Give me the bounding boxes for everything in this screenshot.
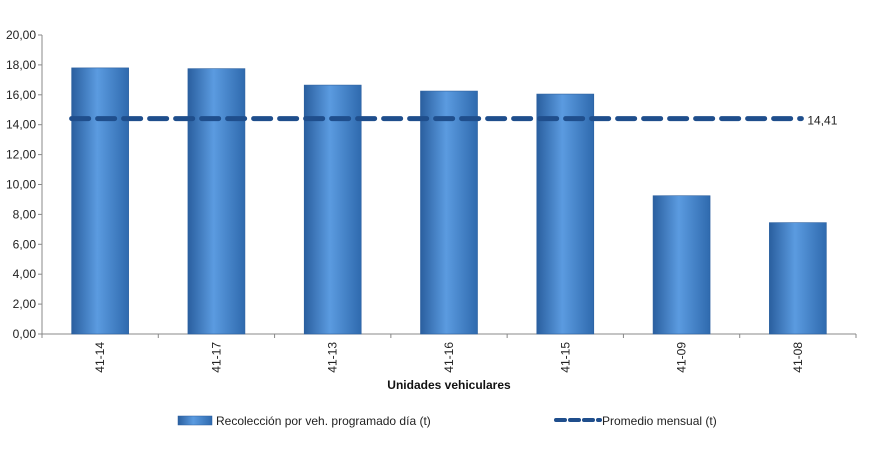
x-tick-label-41-15: 41-15 (558, 342, 572, 373)
x-tick-label-41-08: 41-08 (791, 342, 805, 373)
x-tick-label-41-13: 41-13 (326, 342, 340, 373)
bar-41-15 (536, 93, 595, 335)
y-tick-label: 8,00 (13, 207, 37, 221)
y-tick-label: 20,00 (6, 28, 36, 42)
average-line-group: 14,41 (69, 114, 838, 128)
legend-swatch-bars (177, 415, 213, 426)
x-tick-label-41-17: 41-17 (209, 342, 223, 373)
x-tick-label-41-16: 41-16 (442, 342, 456, 373)
y-tick-label: 0,00 (13, 327, 37, 341)
x-axis-ticks: 41-14 41-17 41-13 41-16 41-15 41-09 41-08 (41, 334, 857, 373)
legend-label-average: Promedio mensual (t) (602, 414, 717, 428)
legend-label-bars: Recolección por veh. programado día (t) (216, 414, 431, 428)
bar-41-17 (187, 68, 246, 335)
y-tick-label: 18,00 (6, 58, 36, 72)
y-tick-label: 4,00 (13, 267, 37, 281)
bars-group (71, 67, 827, 335)
average-value-label: 14,41 (807, 114, 837, 128)
legend: Recolección por veh. programado día (t) … (177, 414, 717, 428)
bar-41-16 (420, 90, 478, 335)
y-tick-label: 10,00 (6, 178, 36, 192)
bar-41-14 (71, 67, 129, 335)
bar-41-08 (769, 222, 827, 335)
x-axis-title: Unidades vehiculares (387, 378, 511, 392)
y-tick-label: 2,00 (13, 297, 37, 311)
x-tick-label-41-14: 41-14 (93, 342, 107, 373)
bar-41-13 (303, 84, 362, 335)
y-axis-ticks: 0,00 2,00 4,00 6,00 8,00 10,00 12,00 14,00 16,00… (6, 28, 42, 341)
y-tick-label: 6,00 (13, 237, 37, 251)
bar-41-09 (652, 195, 711, 335)
y-tick-label: 12,00 (6, 148, 36, 162)
x-tick-label-41-09: 41-09 (675, 342, 689, 373)
y-tick-label: 16,00 (6, 88, 36, 102)
y-tick-label: 14,00 (6, 118, 36, 132)
